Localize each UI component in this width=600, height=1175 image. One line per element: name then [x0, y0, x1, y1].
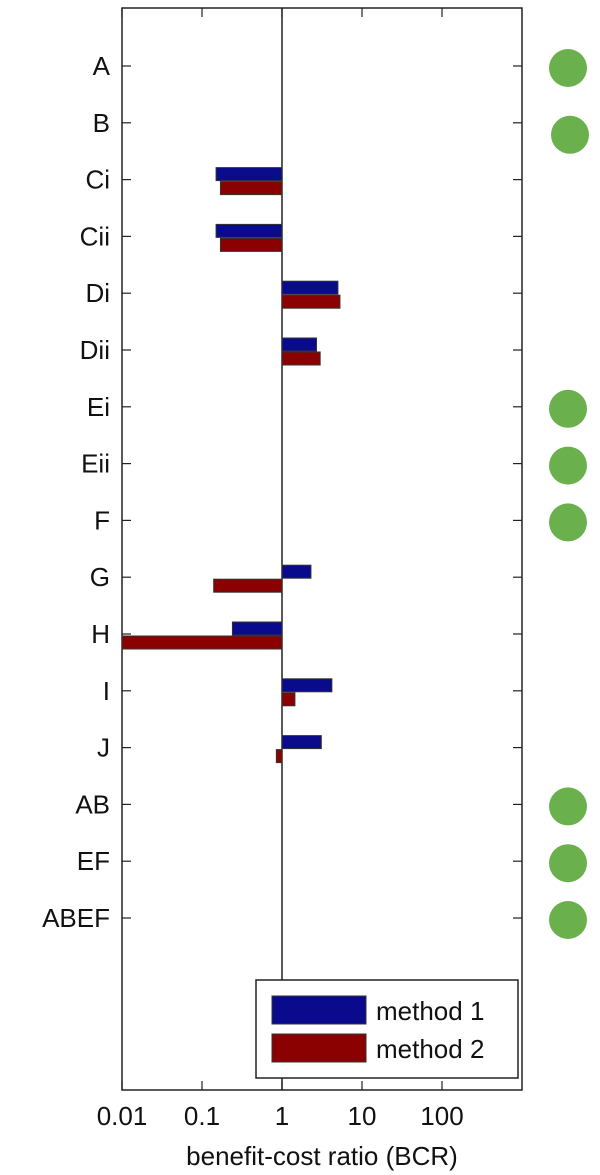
x-tick-label: 1 [275, 1101, 289, 1131]
bar-method-2 [213, 578, 283, 593]
y-tick-label: G [90, 562, 110, 592]
bar-method-1 [231, 621, 283, 636]
x-tick-label: 100 [420, 1101, 463, 1131]
y-tick-label: Di [85, 278, 110, 308]
bar-method-1 [281, 280, 339, 295]
y-tick-label: H [91, 619, 110, 649]
y-tick-label: I [103, 676, 110, 706]
green-marker [549, 844, 587, 883]
x-tick-label: 0.01 [97, 1101, 148, 1131]
bar-method-2 [281, 692, 296, 707]
bar-method-2 [281, 294, 341, 309]
y-tick-label: A [93, 51, 111, 81]
y-tick-label: Dii [80, 335, 110, 365]
legend-label: method 2 [376, 1034, 484, 1064]
bar-method-2 [121, 635, 283, 650]
y-tick-label: ABEF [42, 903, 110, 933]
bar-method-1 [281, 564, 312, 579]
green-marker [549, 446, 587, 485]
y-tick-label: J [97, 733, 110, 763]
green-marker [551, 115, 589, 154]
bar-method-2 [281, 351, 321, 366]
y-tick-label: B [93, 108, 110, 138]
y-tick-label: F [94, 505, 110, 535]
green-marker [549, 503, 587, 542]
bar-method-2 [219, 237, 283, 252]
legend-label: method 1 [376, 996, 484, 1026]
bar-method-1 [281, 678, 333, 693]
legend-swatch [271, 1033, 367, 1063]
green-marker [549, 49, 587, 87]
bar-method-2 [275, 749, 283, 764]
green-marker [549, 787, 587, 826]
y-tick-label: Cii [80, 221, 110, 251]
x-tick-label: 10 [348, 1101, 377, 1131]
y-tick-label: Ei [87, 392, 110, 422]
green-marker [549, 901, 587, 939]
legend-swatch [271, 995, 367, 1025]
bar-method-2 [219, 181, 283, 196]
y-tick-label: Ci [85, 165, 110, 195]
y-tick-label: AB [75, 789, 110, 819]
bar-method-1 [281, 735, 322, 750]
bar-method-1 [215, 167, 283, 182]
bar-method-1 [215, 223, 283, 238]
bar-method-1 [281, 337, 318, 352]
y-tick-label: EF [77, 846, 110, 876]
green-marker [549, 389, 587, 428]
y-tick-label: Eii [81, 449, 110, 479]
plot-frame [121, 7, 523, 1091]
x-axis-label: benefit-cost ratio (BCR) [186, 1141, 458, 1171]
x-tick-label: 0.1 [184, 1101, 220, 1131]
